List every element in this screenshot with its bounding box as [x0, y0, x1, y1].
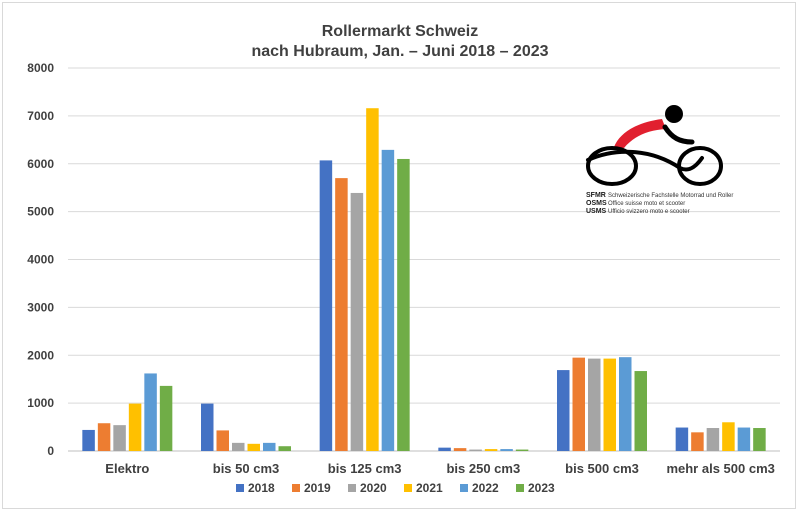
x-category-label: bis 250 cm3: [446, 461, 520, 476]
y-tick-label: 5000: [27, 205, 54, 219]
logo-wheel-back-icon: [677, 146, 723, 186]
bar-2022: [381, 149, 395, 451]
logo-body-icon: [586, 149, 704, 172]
bar-2023: [278, 446, 291, 451]
y-tick-label: 2000: [27, 348, 54, 362]
logo-rider-head-icon: [665, 105, 683, 123]
bar-2020: [706, 428, 720, 451]
bar-2020: [350, 192, 364, 452]
logo-abbr-sfmr: SFMR: [586, 192, 606, 199]
logo-rider-arm-icon: [662, 124, 695, 145]
legend-label: 2019: [304, 481, 331, 495]
chart-title: Rollermarkt Schweiz: [322, 23, 479, 40]
bar-2019: [335, 178, 348, 452]
y-tick-label: 1000: [27, 396, 54, 410]
x-category-label: bis 125 cm3: [328, 461, 402, 476]
bar-2020: [113, 425, 126, 451]
bar-2021: [484, 449, 498, 451]
chart-subtitle: nach Hubraum, Jan. – Juni 2018 – 2023: [251, 43, 548, 60]
y-tick-label: 0: [47, 444, 54, 458]
bar-2018: [82, 429, 95, 451]
logo-abbr-osms: OSMS: [586, 200, 607, 207]
bar-2023: [753, 428, 766, 451]
bar-2018: [319, 160, 333, 451]
bar-2018: [557, 370, 570, 451]
legend-swatch: [516, 484, 524, 492]
legend-swatch: [404, 484, 412, 492]
bar-2021: [722, 422, 735, 451]
sfmr-logo: SFMR Schweizerische Fachstelle Motorrad …: [586, 105, 733, 215]
legend-label: 2018: [248, 481, 275, 495]
bar-2019: [216, 430, 229, 451]
logo-wheel-front-icon: [586, 146, 638, 186]
x-category-label: Elektro: [105, 461, 149, 476]
bar-2022: [263, 442, 276, 451]
y-tick-label: 6000: [27, 157, 54, 171]
bar-2019: [453, 448, 467, 451]
bar-2021: [247, 443, 260, 451]
legend-label: 2022: [472, 481, 499, 495]
logo-text-usms: Ufficio svizzero moto e scooter: [608, 209, 690, 215]
bar-2020: [469, 449, 482, 451]
bar-2022: [619, 357, 632, 451]
bar-2020: [232, 442, 245, 451]
legend-swatch: [460, 484, 468, 492]
bar-2020: [588, 358, 601, 451]
bar-2022: [500, 449, 513, 451]
logo-text-sfmr: Schweizerische Fachstelle Motorrad und R…: [608, 193, 733, 199]
y-tick-label: 4000: [27, 253, 54, 267]
bar-2023: [397, 158, 410, 451]
bars: [82, 108, 766, 452]
y-tick-label: 7000: [27, 109, 54, 123]
legend: 2018 2019 2020 2021 2022 2023: [236, 481, 555, 495]
bar-2021: [603, 358, 616, 451]
x-category-label: mehr als 500 cm3: [666, 461, 774, 476]
bar-2018: [201, 403, 214, 451]
legend-label: 2023: [528, 481, 555, 495]
y-tick-label: 8000: [27, 61, 54, 75]
bar-2021: [366, 108, 379, 451]
x-category-label: bis 50 cm3: [213, 461, 280, 476]
y-tick-label: 3000: [27, 300, 54, 314]
y-axis: 0 1000 2000 3000 4000 5000 6000 7000 8000: [27, 61, 54, 458]
legend-swatch: [236, 484, 244, 492]
logo-rider-helmet-icon: [614, 119, 666, 148]
legend-label: 2021: [416, 481, 443, 495]
logo-text-osms: Office suisse moto et scooter: [608, 201, 685, 207]
bar-2019: [572, 357, 585, 451]
legend-swatch: [348, 484, 356, 492]
bar-2023: [515, 449, 529, 451]
bar-2021: [128, 403, 142, 451]
bar-2019: [97, 423, 111, 451]
bar-2018: [438, 447, 451, 451]
bar-2018: [675, 427, 689, 451]
bar-2023: [634, 371, 647, 451]
x-axis: Elektro bis 50 cm3 bis 125 cm3 bis 250 cm3 b…: [105, 461, 775, 476]
bar-2023: [159, 385, 173, 451]
legend-label: 2020: [360, 481, 387, 495]
bar-2019: [691, 432, 704, 451]
x-category-label: bis 500 cm3: [565, 461, 639, 476]
legend-swatch: [292, 484, 300, 492]
bar-2022: [737, 427, 751, 451]
logo-abbr-usms: USMS: [586, 208, 607, 215]
grid-lines: [68, 67, 780, 452]
bar-2022: [144, 373, 157, 451]
